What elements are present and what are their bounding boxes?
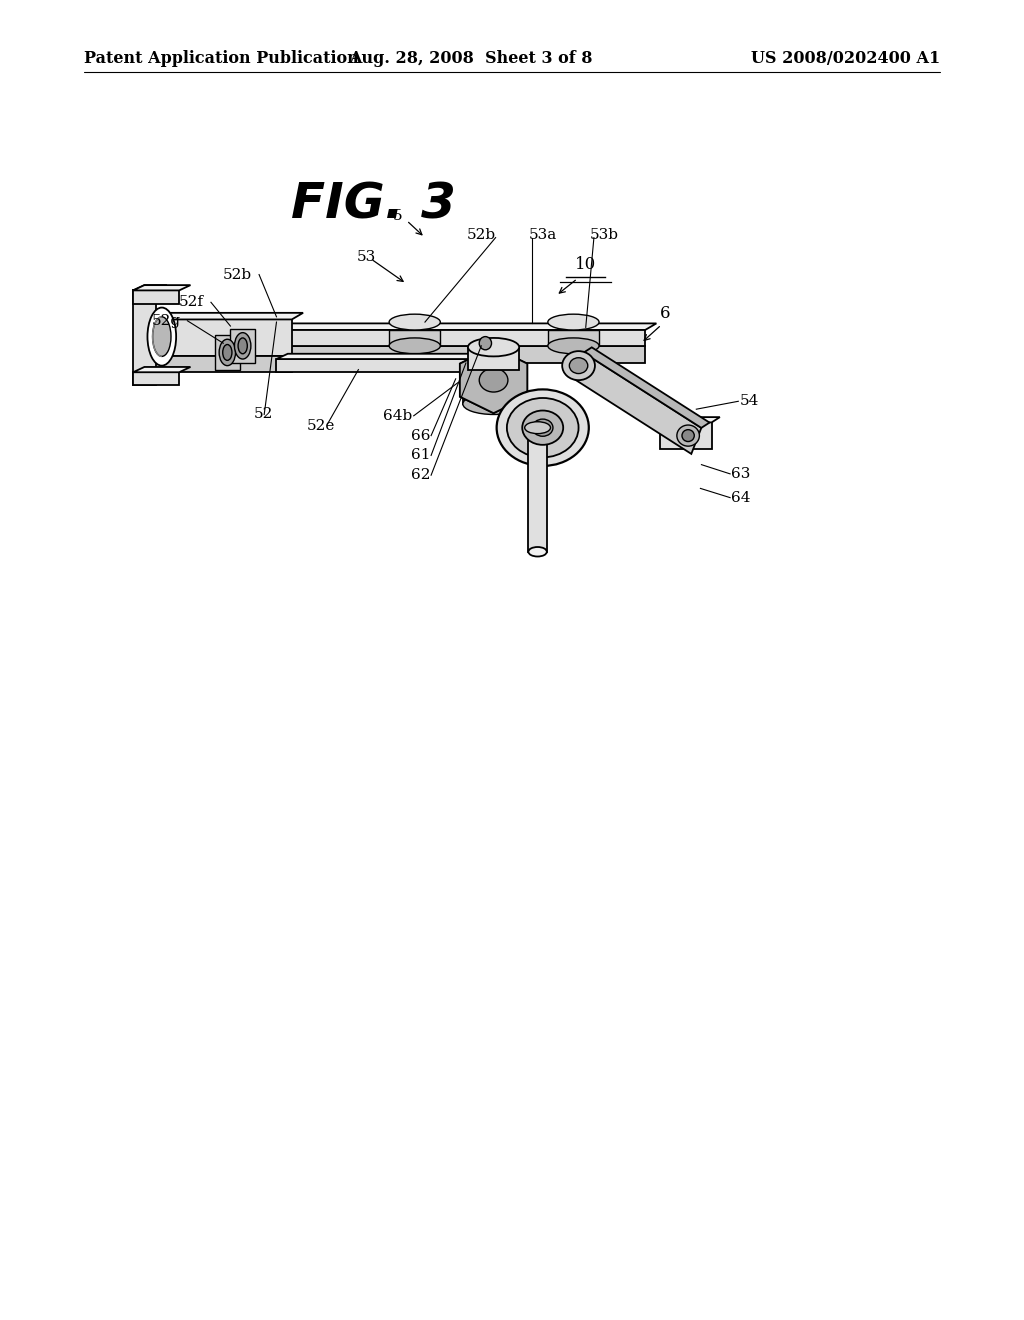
Text: US 2008/0202400 A1: US 2008/0202400 A1 — [751, 50, 940, 67]
Polygon shape — [660, 417, 720, 422]
Text: Aug. 28, 2008  Sheet 3 of 8: Aug. 28, 2008 Sheet 3 of 8 — [349, 50, 593, 67]
Ellipse shape — [389, 314, 440, 330]
Text: FIG. 3: FIG. 3 — [291, 181, 457, 228]
Polygon shape — [133, 285, 190, 290]
Text: 52b: 52b — [223, 268, 252, 281]
Text: 54: 54 — [739, 395, 759, 408]
Ellipse shape — [463, 370, 524, 391]
Ellipse shape — [389, 338, 440, 354]
Ellipse shape — [468, 338, 519, 356]
Text: Patent Application Publication: Patent Application Publication — [84, 50, 358, 67]
Polygon shape — [133, 372, 179, 385]
Ellipse shape — [238, 338, 248, 354]
Polygon shape — [133, 290, 179, 304]
Ellipse shape — [223, 345, 231, 360]
Text: 10: 10 — [575, 256, 596, 273]
Polygon shape — [460, 347, 527, 413]
Polygon shape — [276, 354, 482, 359]
Ellipse shape — [548, 338, 599, 354]
Ellipse shape — [497, 389, 589, 466]
Polygon shape — [460, 347, 527, 413]
Polygon shape — [138, 356, 292, 372]
Text: 66: 66 — [411, 429, 430, 442]
Ellipse shape — [562, 351, 595, 380]
Polygon shape — [200, 323, 656, 330]
Ellipse shape — [569, 358, 588, 374]
Ellipse shape — [524, 421, 551, 433]
Text: 53b: 53b — [590, 228, 618, 242]
Polygon shape — [133, 290, 156, 385]
Polygon shape — [138, 319, 292, 356]
Ellipse shape — [677, 425, 699, 446]
Polygon shape — [276, 359, 471, 372]
Polygon shape — [133, 367, 190, 372]
Text: 52e: 52e — [307, 420, 336, 433]
Text: 5: 5 — [392, 210, 402, 223]
Ellipse shape — [522, 411, 563, 445]
Text: 52: 52 — [254, 408, 273, 421]
Polygon shape — [463, 380, 524, 404]
Polygon shape — [548, 330, 599, 346]
Ellipse shape — [479, 368, 508, 392]
Text: 64: 64 — [731, 491, 751, 504]
Text: 61: 61 — [411, 449, 430, 462]
Ellipse shape — [528, 546, 547, 557]
Polygon shape — [230, 329, 255, 363]
Polygon shape — [584, 347, 710, 428]
Ellipse shape — [479, 337, 492, 350]
Text: 52f: 52f — [179, 296, 204, 309]
Ellipse shape — [234, 333, 251, 359]
Text: 64b: 64b — [383, 409, 413, 422]
Polygon shape — [660, 422, 712, 449]
Ellipse shape — [147, 308, 176, 366]
Polygon shape — [528, 428, 547, 552]
Ellipse shape — [507, 397, 579, 458]
Text: 52b: 52b — [467, 228, 496, 242]
Polygon shape — [573, 352, 701, 454]
Ellipse shape — [532, 418, 553, 437]
Polygon shape — [468, 347, 519, 370]
Text: 53: 53 — [356, 251, 376, 264]
Polygon shape — [200, 330, 645, 346]
Text: 62: 62 — [411, 469, 430, 482]
Ellipse shape — [548, 314, 599, 330]
Text: 6: 6 — [660, 305, 671, 322]
Text: 52g: 52g — [152, 314, 180, 327]
Polygon shape — [215, 335, 240, 370]
Polygon shape — [200, 323, 211, 363]
Polygon shape — [389, 330, 440, 346]
Text: 63: 63 — [731, 467, 751, 480]
Ellipse shape — [463, 393, 524, 414]
Ellipse shape — [682, 429, 694, 441]
Polygon shape — [138, 313, 303, 319]
Text: 53a: 53a — [528, 228, 557, 242]
Polygon shape — [133, 285, 167, 290]
Ellipse shape — [153, 317, 171, 356]
Polygon shape — [200, 346, 645, 363]
Ellipse shape — [219, 339, 236, 366]
